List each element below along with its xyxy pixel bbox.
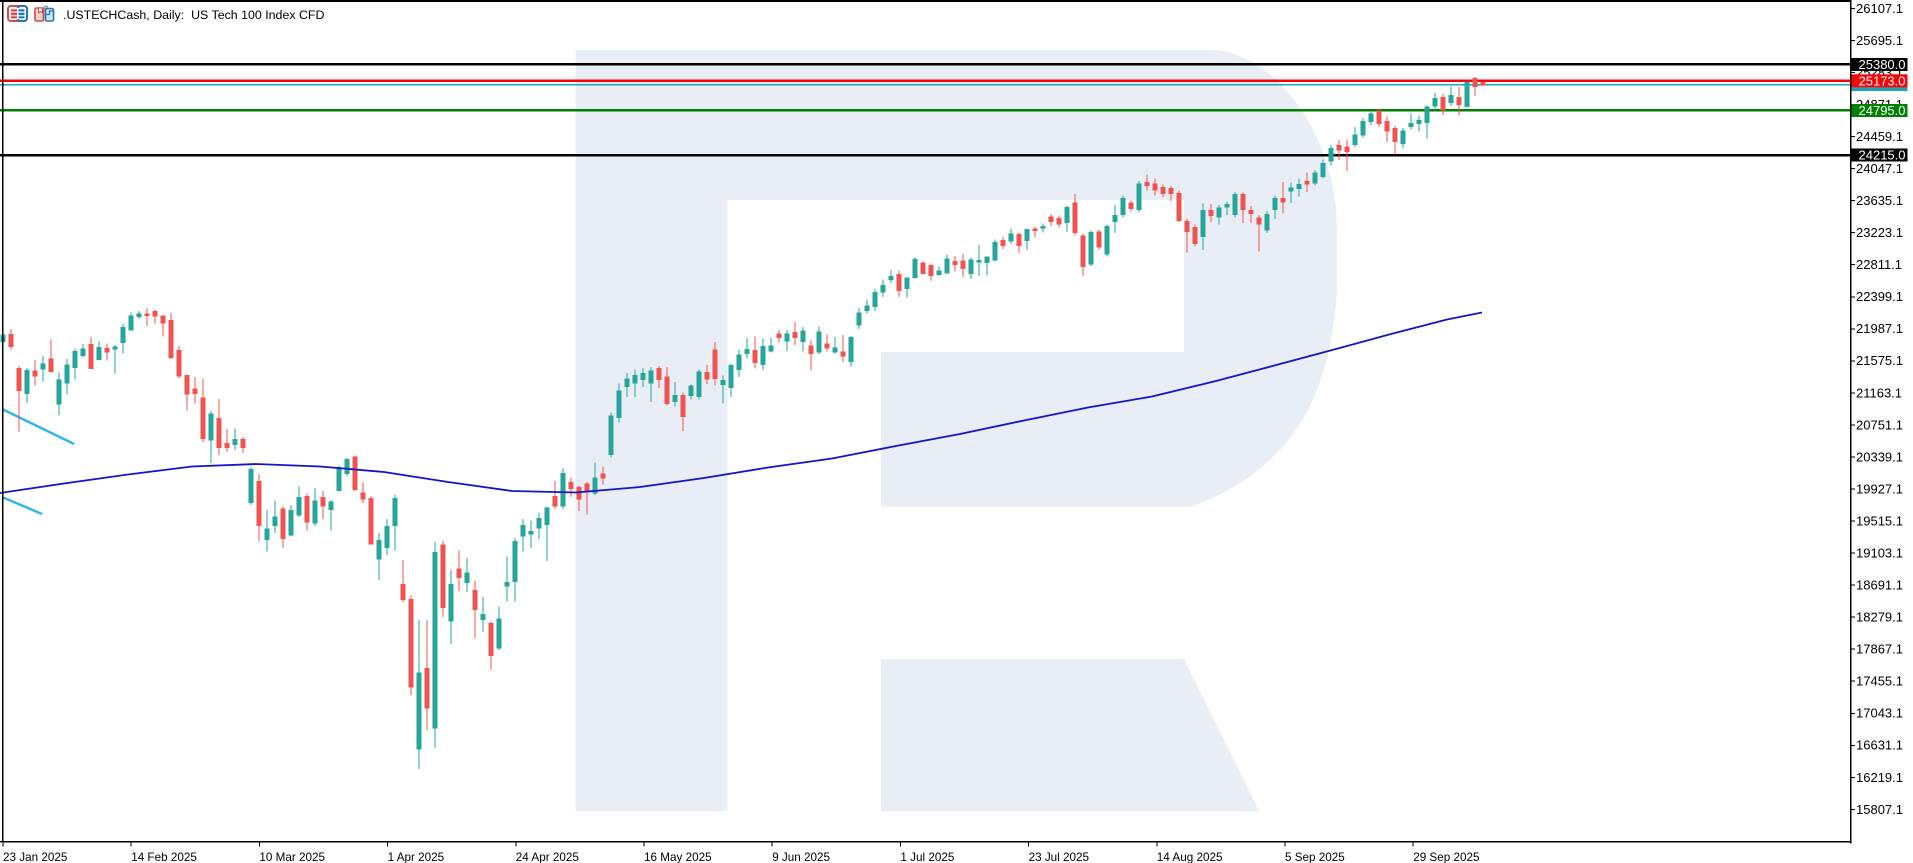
svg-text:18691.1: 18691.1 [1856, 578, 1903, 593]
svg-text:25173.0: 25173.0 [1859, 73, 1906, 88]
svg-text:24047.1: 24047.1 [1856, 161, 1903, 176]
svg-text:22399.1: 22399.1 [1856, 289, 1903, 304]
svg-text:21163.1: 21163.1 [1856, 385, 1902, 400]
svg-text:20339.1: 20339.1 [1856, 449, 1903, 464]
svg-text:24795.0: 24795.0 [1859, 103, 1906, 118]
svg-text:21575.1: 21575.1 [1856, 353, 1903, 368]
svg-text:23223.1: 23223.1 [1856, 225, 1903, 240]
svg-text:24459.1: 24459.1 [1856, 129, 1903, 144]
svg-text:14 Feb 2025: 14 Feb 2025 [131, 851, 197, 863]
svg-text:19927.1: 19927.1 [1856, 481, 1903, 496]
svg-text:24215.0: 24215.0 [1859, 148, 1906, 163]
svg-text:1 Jul 2025: 1 Jul 2025 [900, 851, 954, 863]
svg-text:24 Apr 2025: 24 Apr 2025 [516, 851, 580, 863]
svg-text:18279.1: 18279.1 [1856, 610, 1903, 625]
svg-text:25695.1: 25695.1 [1856, 33, 1903, 48]
svg-text:22811.1: 22811.1 [1856, 257, 1902, 272]
svg-text:21987.1: 21987.1 [1856, 321, 1903, 336]
svg-text:23 Jan 2025: 23 Jan 2025 [3, 851, 68, 863]
svg-text:5 Sep 2025: 5 Sep 2025 [1285, 851, 1345, 863]
svg-text:29 Sep 2025: 29 Sep 2025 [1413, 851, 1480, 863]
svg-text:17455.1: 17455.1 [1856, 674, 1903, 689]
svg-text:9 Jun 2025: 9 Jun 2025 [772, 851, 830, 863]
svg-text:.USTECHCash, Daily: US Tech 1: .USTECHCash, Daily: US Tech 100 Index CF… [63, 8, 324, 22]
svg-text:17867.1: 17867.1 [1856, 642, 1903, 657]
svg-text:19103.1: 19103.1 [1856, 546, 1903, 561]
svg-text:10 Mar 2025: 10 Mar 2025 [259, 851, 325, 863]
svg-text:14 Aug 2025: 14 Aug 2025 [1157, 851, 1223, 863]
svg-text:23635.1: 23635.1 [1856, 193, 1903, 208]
svg-text:23 Jul 2025: 23 Jul 2025 [1029, 851, 1090, 863]
svg-text:16 May 2025: 16 May 2025 [644, 851, 712, 863]
svg-text:16219.1: 16219.1 [1856, 770, 1903, 785]
svg-text:1 Apr 2025: 1 Apr 2025 [388, 851, 445, 863]
svg-text:25380.0: 25380.0 [1859, 57, 1906, 72]
svg-text:20751.1: 20751.1 [1856, 417, 1903, 432]
svg-text:17043.1: 17043.1 [1856, 706, 1903, 721]
svg-text:19515.1: 19515.1 [1856, 513, 1903, 528]
svg-text:16631.1: 16631.1 [1856, 738, 1903, 753]
svg-text:26107.1: 26107.1 [1856, 1, 1903, 16]
svg-text:15807.1: 15807.1 [1856, 802, 1903, 817]
